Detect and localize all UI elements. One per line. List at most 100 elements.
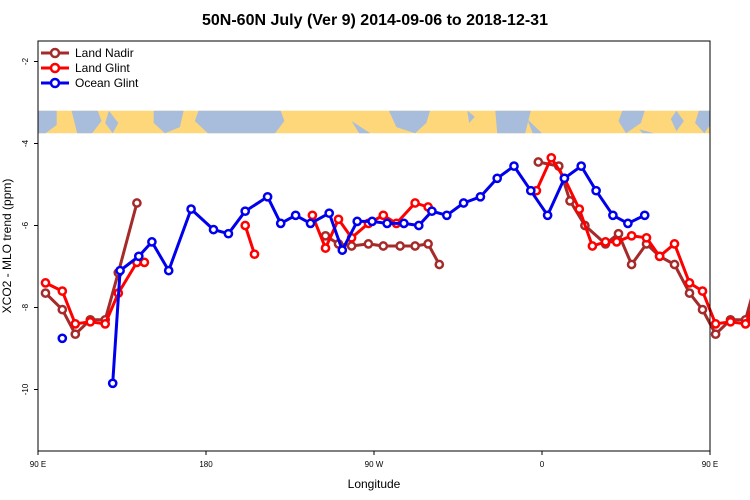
legend-item: Land Nadir: [41, 46, 134, 60]
data-point: [410, 241, 420, 251]
data-point: [697, 304, 708, 315]
map-ocean-region: [388, 110, 430, 134]
map-ocean-region: [153, 110, 184, 134]
map-ocean-region: [695, 110, 710, 134]
y-tick-label: -6: [21, 221, 30, 229]
data-point: [565, 196, 575, 206]
map-ocean-region: [670, 110, 684, 132]
data-point: [533, 157, 544, 167]
data-point: [240, 220, 251, 231]
legend-swatch-marker: [49, 77, 61, 89]
y-axis-label: XCO2 - MLO trend (ppm): [0, 179, 14, 314]
map-ocean-region: [351, 121, 371, 134]
data-point: [115, 265, 125, 276]
data-point: [434, 259, 445, 270]
y-tick-label: -8: [21, 303, 30, 311]
map-ocean-region: [71, 110, 102, 134]
data-point: [139, 257, 150, 268]
data-point: [85, 316, 96, 327]
map-ocean-region: [467, 110, 475, 123]
data-point: [133, 251, 144, 262]
data-point: [320, 243, 331, 253]
legend-label: Land Nadir: [75, 46, 134, 60]
data-point: [249, 249, 260, 260]
data-point: [611, 237, 622, 247]
x-tick-label: 180: [199, 460, 213, 469]
x-tick-label: 90 E: [702, 460, 718, 469]
data-point: [669, 259, 680, 270]
data-point: [208, 224, 219, 235]
series-line: [243, 225, 256, 255]
data-point: [307, 210, 318, 221]
legend-label: Ocean Glint: [75, 76, 139, 90]
data-point: [639, 210, 650, 221]
data-point: [40, 288, 51, 298]
data-point: [458, 198, 469, 208]
series-line: [44, 260, 145, 326]
legend-item: Ocean Glint: [41, 76, 139, 90]
data-point: [100, 319, 111, 329]
data-point: [725, 316, 736, 327]
data-point: [147, 237, 157, 247]
data-point: [262, 191, 273, 202]
data-point: [57, 286, 68, 296]
data-point: [546, 152, 557, 163]
data-point: [395, 241, 405, 251]
data-point: [623, 218, 633, 229]
data-point: [70, 319, 81, 329]
data-point: [587, 241, 598, 251]
map-ocean-region: [527, 118, 542, 134]
data-point: [654, 251, 665, 262]
data-point: [223, 228, 234, 239]
data-point: [669, 239, 680, 249]
legend-swatch-marker: [49, 47, 61, 59]
data-point: [613, 228, 624, 239]
map-ocean-region: [639, 129, 654, 134]
data-point: [275, 218, 286, 229]
data-point: [305, 218, 316, 229]
data-point: [337, 245, 348, 255]
y-tick-label: -10: [21, 383, 30, 395]
data-point: [290, 210, 301, 221]
map-ocean-region: [194, 110, 285, 134]
y-tick-label: -2: [21, 57, 30, 65]
data-point: [525, 185, 536, 196]
series-ocean-glint: [57, 161, 650, 389]
data-point: [542, 210, 553, 221]
data-point: [626, 230, 637, 241]
x-axis: 90 E 180 90 W 0 90 E: [30, 451, 718, 469]
data-point: [559, 173, 570, 184]
data-point: [346, 241, 357, 251]
data-point: [591, 185, 601, 196]
map-strip: [38, 110, 710, 134]
data-point: [710, 329, 721, 340]
legend-label: Land Glint: [75, 61, 130, 75]
data-point: [475, 191, 486, 202]
map-ocean-region: [105, 110, 119, 134]
data-point: [492, 173, 503, 184]
x-tick-label: 0: [540, 460, 545, 469]
x-axis-label: Longitude: [348, 477, 401, 491]
data-point: [740, 319, 750, 329]
data-point: [57, 333, 68, 344]
data-point: [70, 329, 81, 340]
data-point: [352, 216, 363, 227]
data-point: [107, 378, 118, 389]
data-point: [641, 232, 652, 243]
x-tick-label: 90 W: [365, 460, 384, 469]
data-point: [427, 206, 437, 217]
data-point: [576, 161, 587, 171]
data-point: [382, 218, 392, 229]
data-point: [40, 278, 51, 288]
data-point: [697, 286, 708, 296]
legend-swatch-marker: [49, 62, 61, 74]
data-point: [441, 210, 452, 221]
data-point: [600, 237, 611, 247]
data-point: [324, 208, 335, 219]
data-point: [626, 259, 637, 270]
data-point: [423, 239, 433, 249]
map-ocean-region: [38, 110, 57, 134]
data-point: [367, 216, 377, 227]
map-strip-background: [38, 110, 710, 134]
